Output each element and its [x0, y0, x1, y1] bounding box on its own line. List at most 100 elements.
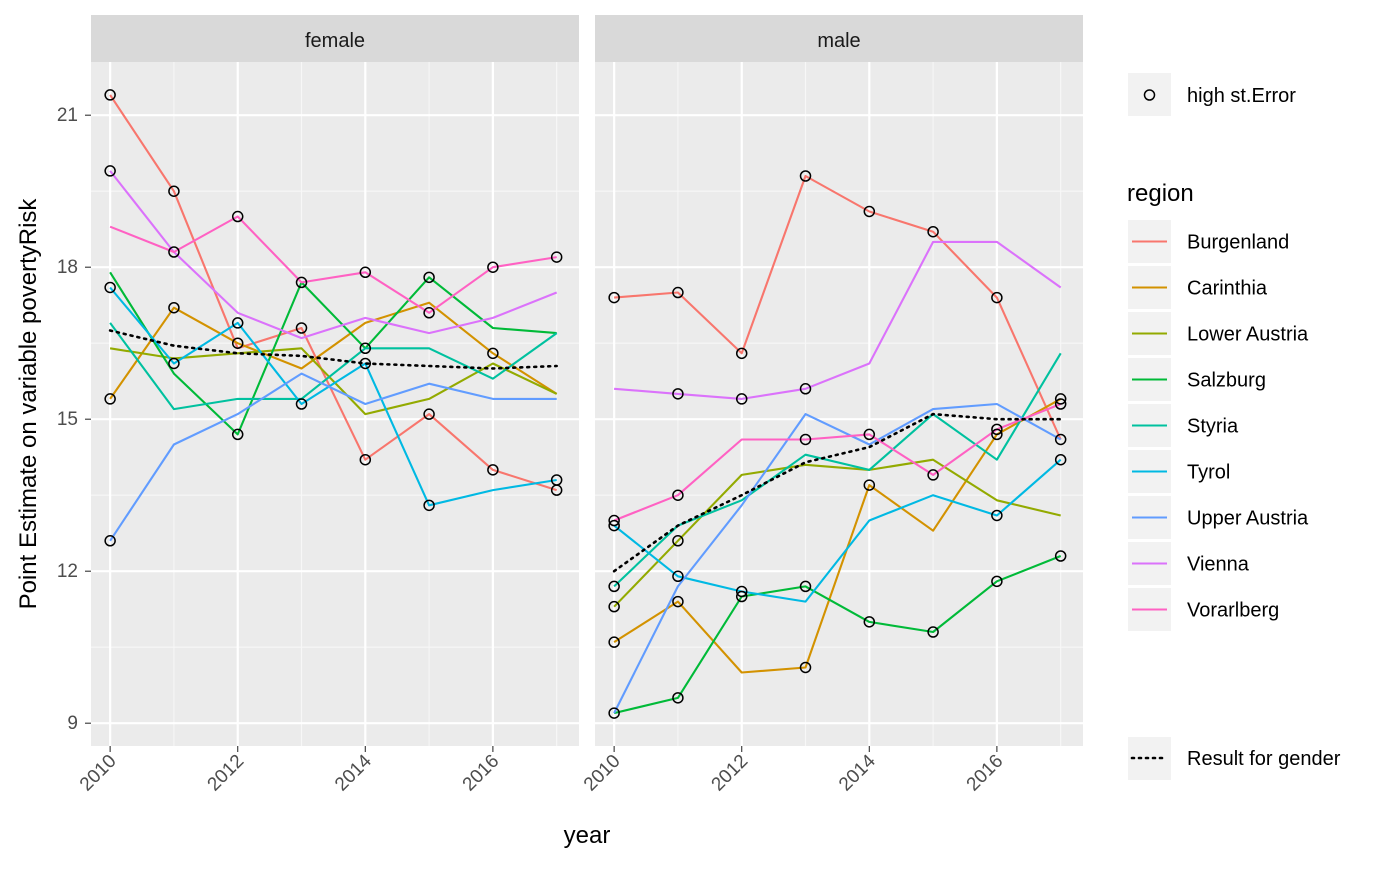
y-tick-label: 21 [57, 105, 78, 126]
high-se-point [550, 474, 563, 486]
panel-background [595, 62, 1083, 746]
high-se-point [104, 393, 116, 405]
high-se-point [672, 570, 684, 583]
high-se-point [863, 205, 876, 218]
series-line-styria [109, 322, 558, 411]
x-tick-label: 2016 [963, 751, 1008, 796]
facet-strip-label: female [305, 30, 365, 52]
series-line-tyrol [109, 286, 557, 507]
high-se-point [423, 271, 435, 284]
high-se-point [608, 580, 620, 593]
high-se-point [799, 433, 812, 446]
high-se-point [608, 636, 620, 648]
x-axis-title: year [564, 822, 611, 849]
high-se-point [672, 595, 684, 608]
legend-label: Result for gender [1187, 748, 1341, 770]
x-tick-label: 2014 [331, 750, 376, 795]
gender-result-line [108, 329, 559, 370]
legend-key-background [1128, 73, 1171, 116]
legend-title: region [1127, 180, 1194, 207]
high-se-point [927, 626, 939, 638]
high-se-point [1054, 393, 1067, 405]
high-se-point [799, 661, 812, 674]
series-line-upper-austria [109, 372, 557, 542]
legend-label: Vienna [1187, 554, 1250, 576]
high-se-point [1054, 398, 1067, 410]
high-se-point [487, 464, 499, 476]
panel-male: male 2010 2012 2014 2016 [580, 15, 1083, 795]
high-se-point [735, 393, 748, 405]
high-se-point [104, 89, 116, 101]
high-se-point [672, 692, 684, 704]
series-line-vienna [109, 170, 558, 340]
high-se-point [295, 322, 308, 334]
series-line-burgenland [109, 94, 558, 492]
high-se-point [799, 580, 812, 593]
series-line-salzburg [613, 555, 1062, 715]
x-tick-label: 2012 [204, 751, 249, 796]
high-se-point [231, 428, 244, 441]
high-se-point [104, 165, 116, 177]
high-se-point [359, 453, 372, 466]
high-se-point [608, 514, 620, 527]
legend-label: Lower Austria [1187, 324, 1309, 346]
legend-label: Salzburg [1187, 370, 1266, 392]
legend-label: Carinthia [1187, 278, 1268, 300]
high-se-point [863, 479, 876, 491]
high-se-point [672, 388, 684, 400]
y-tick-label: 18 [57, 257, 78, 278]
high-se-point [168, 246, 180, 258]
high-se-point [991, 509, 1003, 522]
high-se-point [359, 342, 372, 355]
series-line-vorarlberg [613, 403, 1062, 522]
high-se-point [1054, 453, 1067, 466]
panel-female: female 2010 2012 2014 2016 [76, 15, 579, 795]
high-se-point [168, 185, 180, 197]
high-se-point [487, 261, 499, 273]
legend-label: Styria [1187, 416, 1239, 438]
series-line-lower-austria [613, 458, 1061, 608]
high-se-point [168, 357, 180, 370]
high-se-point [991, 423, 1003, 436]
high-se-point [863, 428, 876, 441]
legend-label: Upper Austria [1187, 508, 1309, 530]
high-se-point [168, 301, 180, 314]
y-tick-label: 15 [57, 409, 78, 430]
high-se-point [991, 291, 1003, 304]
x-tick-label: 2012 [708, 751, 753, 796]
series-line-vorarlberg [109, 215, 557, 314]
series-line-burgenland [614, 174, 1062, 440]
high-se-point [295, 398, 308, 410]
x-tick-label: 2016 [459, 751, 504, 796]
high-se-point [608, 600, 620, 613]
high-se-point [487, 347, 499, 360]
legend-key-marker [1143, 89, 1156, 101]
legend-label: Vorarlberg [1187, 600, 1279, 622]
high-se-point [295, 276, 308, 289]
series-line-tyrol [613, 458, 1062, 603]
high-se-point [359, 266, 372, 279]
facet-strip [595, 15, 1083, 62]
high-se-point [550, 251, 563, 263]
high-se-point [799, 170, 812, 182]
series-line-carinthia [613, 397, 1062, 674]
high-se-point [799, 383, 812, 395]
high-se-point [608, 291, 620, 304]
legend-label: Burgenland [1187, 232, 1289, 254]
x-tick-label: 2014 [835, 750, 880, 795]
series-line-upper-austria [613, 402, 1062, 714]
high-se-point [1054, 433, 1067, 446]
high-se-point [735, 590, 748, 603]
facet-strip-label: male [817, 30, 860, 52]
high-se-point [359, 357, 372, 370]
high-se-point [231, 317, 244, 329]
high-se-point [735, 585, 748, 598]
legend: high st.Error region Burgenland Carinthia Lo… [1127, 73, 1341, 780]
x-tick-label: 2010 [76, 751, 121, 796]
series-line-vienna [614, 240, 1062, 400]
high-se-point [1054, 550, 1067, 562]
panel-background [91, 62, 579, 746]
high-se-point [927, 225, 939, 238]
high-se-point [672, 286, 684, 299]
